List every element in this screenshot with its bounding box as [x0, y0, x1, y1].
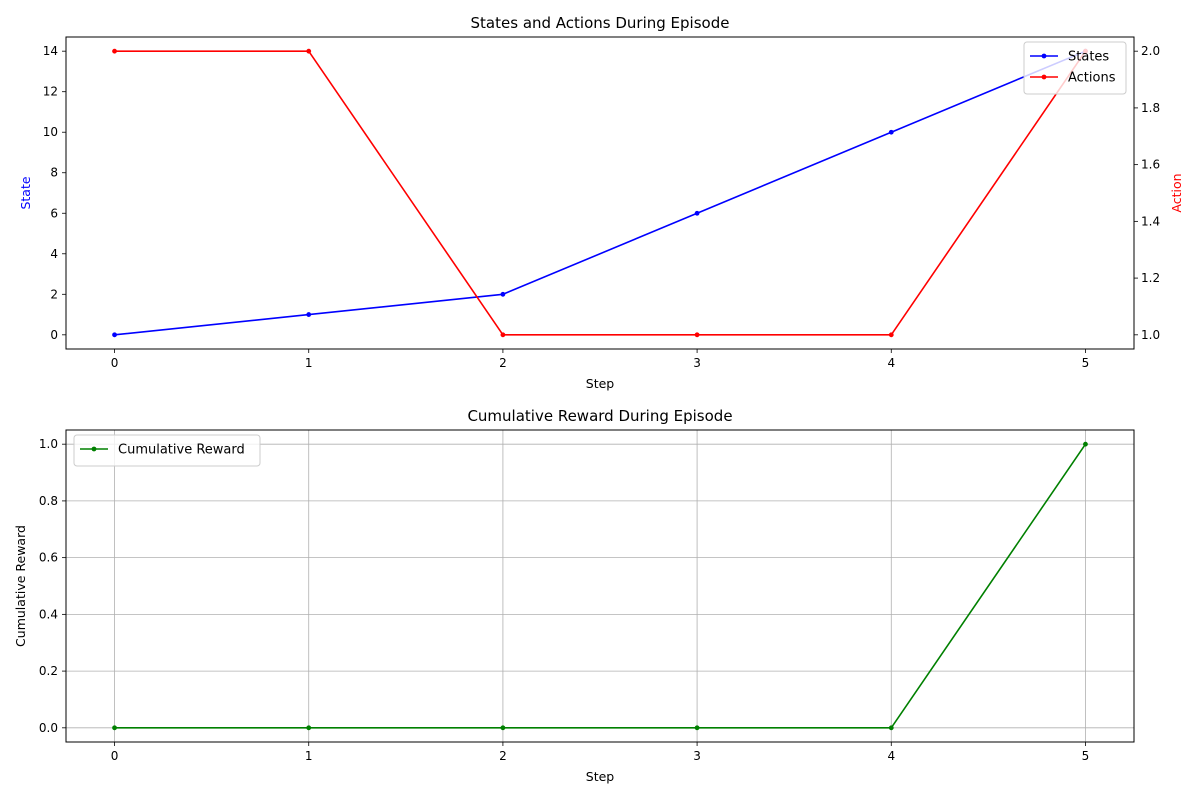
y-right-tick-label: 1.8: [1141, 101, 1160, 115]
x-tick-label: 0: [111, 749, 119, 763]
y-tick-label: 10: [43, 125, 58, 139]
legend-marker: [91, 446, 97, 452]
x-tick-label: 1: [305, 356, 313, 370]
x-tick-label: 4: [887, 356, 895, 370]
legend-label: States: [1068, 50, 1109, 65]
legend: Cumulative Reward: [73, 434, 261, 467]
data-point: [1083, 441, 1088, 447]
series-line-1: [114, 443, 1087, 729]
x-tick-label: 0: [111, 356, 119, 370]
x-tick-label: 2: [499, 749, 507, 763]
y-tick-label: 0.0: [39, 721, 58, 735]
data-point: [694, 332, 700, 338]
y-tick-label: 14: [43, 44, 58, 58]
x-axis-label: Step: [586, 376, 615, 391]
y-tick-label: 8: [50, 166, 58, 180]
data-point: [694, 725, 700, 731]
chart-1: 0 1 2 3 4 5024681012141.01.21.41.61.82.0State…: [18, 14, 1184, 391]
chart-title: Cumulative Reward During Episode: [467, 407, 732, 425]
x-tick-label: 2: [499, 356, 507, 370]
y-tick-label: 4: [50, 247, 58, 261]
legend-box: [1023, 41, 1127, 95]
data-point: [306, 312, 312, 317]
data-point: [500, 291, 506, 297]
series-line-1: [114, 50, 1086, 336]
x-tick-label: 4: [887, 749, 895, 763]
y-axis-label: Cumulative Reward: [13, 525, 28, 647]
x-tick-label: 5: [1082, 749, 1090, 763]
y-tick-label: 0.8: [39, 494, 58, 508]
data-point: [888, 725, 894, 731]
y-tick-label: 6: [50, 206, 58, 220]
y-axis-label-right: Action: [1169, 173, 1184, 212]
y-right-tick-label: 2.0: [1141, 44, 1160, 58]
y-right-tick-label: 1.2: [1141, 271, 1160, 285]
data-point: [694, 210, 700, 216]
legend-label: Cumulative Reward: [118, 443, 245, 458]
series-line-2: [114, 50, 1087, 336]
data-point: [306, 48, 312, 54]
data-point: [888, 129, 894, 135]
y-tick-label: 0.4: [39, 607, 58, 621]
y-axis-label: State: [18, 176, 33, 209]
y-tick-label: 2: [50, 287, 58, 301]
legend: States Actions: [1023, 41, 1127, 95]
chart-title: States and Actions During Episode: [471, 14, 730, 32]
legend-marker: [1041, 53, 1047, 59]
y-tick-label: 0.6: [39, 551, 58, 565]
plot-frame: [65, 36, 1135, 350]
y-tick-label: 12: [43, 85, 58, 99]
y-tick-label: 0: [50, 328, 58, 342]
x-tick-label: 1: [305, 749, 313, 763]
y-tick-label: 0.2: [39, 664, 58, 678]
data-point: [112, 332, 117, 338]
data-point: [500, 725, 506, 731]
chart-2: 0 1 2 3 4 5 0.0 0.2 0.4 0.6 0.8 1.0 Cumulative Rewar…: [13, 407, 1135, 784]
legend-label: Actions: [1068, 71, 1116, 86]
x-tick-label: 3: [693, 749, 701, 763]
x-axis-label: Step: [586, 769, 615, 784]
legend-box: [73, 434, 261, 467]
data-point: [888, 332, 894, 338]
x-tick-label: 3: [693, 356, 701, 370]
data-point: [306, 725, 312, 731]
plot-frame: [65, 429, 1135, 743]
data-point: [500, 332, 506, 338]
data-point: [112, 48, 117, 54]
y-tick-label: 1.0: [39, 437, 58, 451]
y-right-tick-label: 1.6: [1141, 158, 1160, 172]
y-right-tick-label: 1.0: [1141, 328, 1160, 342]
legend-marker: [1041, 74, 1047, 80]
x-tick-label: 5: [1082, 356, 1090, 370]
data-point: [112, 725, 117, 731]
y-right-tick-label: 1.4: [1141, 214, 1160, 228]
